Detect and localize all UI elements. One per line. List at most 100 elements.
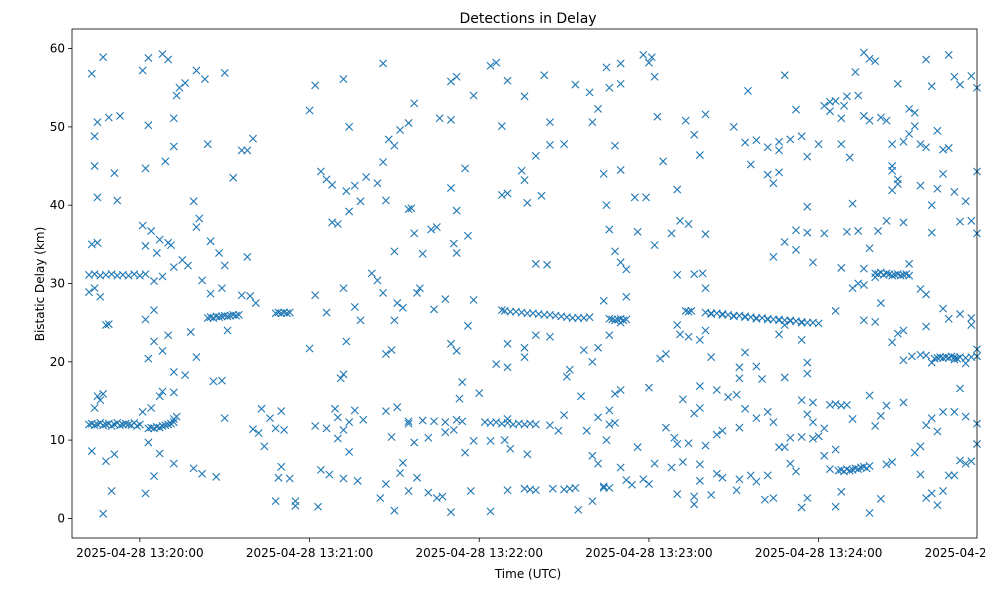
detection-point bbox=[469, 91, 478, 100]
detection-point bbox=[956, 217, 965, 226]
detection-point bbox=[520, 92, 529, 101]
detection-point bbox=[792, 105, 800, 114]
detection-point bbox=[116, 421, 125, 430]
detection-point bbox=[249, 425, 257, 434]
detection-point bbox=[155, 235, 164, 244]
detection-point bbox=[882, 269, 891, 278]
detection-point bbox=[506, 444, 515, 453]
detection-point bbox=[200, 75, 209, 84]
detection-point bbox=[181, 79, 190, 88]
detection-point bbox=[339, 425, 348, 434]
detection-point bbox=[520, 343, 529, 352]
detection-point bbox=[217, 284, 226, 293]
detection-point bbox=[865, 244, 874, 253]
detection-point bbox=[223, 326, 232, 335]
detection-point bbox=[381, 479, 390, 488]
detection-point bbox=[676, 330, 685, 339]
detection-point bbox=[237, 291, 246, 300]
detection-point bbox=[523, 450, 532, 459]
detection-point bbox=[155, 449, 164, 458]
detection-point bbox=[882, 460, 891, 469]
detection-point bbox=[144, 424, 153, 433]
detection-point bbox=[670, 433, 679, 442]
detection-point bbox=[712, 430, 721, 439]
detection-point bbox=[118, 420, 127, 429]
detection-point bbox=[90, 132, 99, 141]
detection-point bbox=[325, 470, 334, 479]
detection-point bbox=[876, 299, 885, 308]
detection-point bbox=[407, 204, 416, 213]
detection-point bbox=[888, 140, 897, 149]
detection-point bbox=[707, 309, 716, 318]
detection-point bbox=[882, 401, 891, 410]
detection-point bbox=[147, 227, 156, 236]
detection-point bbox=[169, 459, 178, 468]
detection-point bbox=[797, 132, 806, 141]
detection-point bbox=[780, 321, 789, 329]
detection-point bbox=[627, 480, 636, 489]
detection-point bbox=[93, 238, 102, 247]
detection-point bbox=[893, 175, 902, 184]
detection-point bbox=[616, 59, 625, 68]
detection-point bbox=[362, 173, 371, 181]
detection-point bbox=[922, 322, 931, 331]
detection-point bbox=[661, 349, 670, 358]
detection-point bbox=[164, 331, 173, 340]
detection-point bbox=[899, 326, 908, 335]
detection-point bbox=[265, 414, 274, 423]
detection-point bbox=[681, 116, 690, 125]
detection-point bbox=[961, 197, 970, 206]
chart-title: Detections in Delay bbox=[459, 11, 596, 27]
y-axis: 0 10 20 30 40 50 60 bbox=[50, 42, 72, 525]
detection-point bbox=[212, 312, 221, 321]
detection-point bbox=[707, 310, 716, 319]
detection-point bbox=[758, 375, 767, 384]
detection-point bbox=[455, 394, 464, 403]
detection-point bbox=[466, 487, 475, 496]
detection-point bbox=[673, 440, 682, 449]
detection-point bbox=[803, 202, 812, 211]
detection-point bbox=[203, 140, 212, 149]
detection-point bbox=[169, 114, 178, 123]
detection-point bbox=[611, 316, 619, 325]
detection-point bbox=[865, 116, 874, 125]
detection-point bbox=[780, 71, 789, 80]
detection-point bbox=[531, 486, 540, 495]
detection-point bbox=[837, 487, 846, 496]
detection-point bbox=[735, 363, 744, 372]
detection-point bbox=[452, 415, 461, 424]
detection-point bbox=[169, 388, 178, 397]
detection-point bbox=[820, 424, 829, 433]
detection-point bbox=[254, 429, 263, 438]
detection-point bbox=[871, 57, 880, 66]
detection-point bbox=[690, 130, 699, 139]
detection-point bbox=[837, 263, 846, 272]
detection-point bbox=[939, 353, 948, 362]
detection-point bbox=[956, 310, 965, 319]
detection-point bbox=[169, 367, 178, 376]
detection-point bbox=[695, 151, 704, 160]
detection-point bbox=[133, 422, 142, 431]
detection-point bbox=[797, 396, 806, 405]
detection-point bbox=[486, 507, 495, 516]
detection-point bbox=[905, 259, 914, 268]
detection-point bbox=[565, 365, 574, 374]
detection-point bbox=[588, 357, 597, 366]
detection-point bbox=[246, 292, 255, 301]
detection-point bbox=[944, 314, 953, 323]
detection-point bbox=[390, 247, 399, 256]
detection-point bbox=[647, 53, 656, 62]
detection-point bbox=[404, 118, 413, 127]
detection-point bbox=[520, 176, 529, 185]
detection-point bbox=[393, 403, 402, 412]
detection-point bbox=[808, 258, 817, 267]
detection-point bbox=[333, 434, 342, 443]
detection-point bbox=[865, 391, 874, 400]
detection-point bbox=[939, 407, 948, 416]
detection-point bbox=[865, 508, 874, 517]
detection-point bbox=[910, 448, 919, 457]
detection-point bbox=[698, 269, 707, 278]
detection-point bbox=[882, 216, 891, 225]
detection-point bbox=[390, 141, 399, 150]
detection-point bbox=[523, 198, 532, 207]
